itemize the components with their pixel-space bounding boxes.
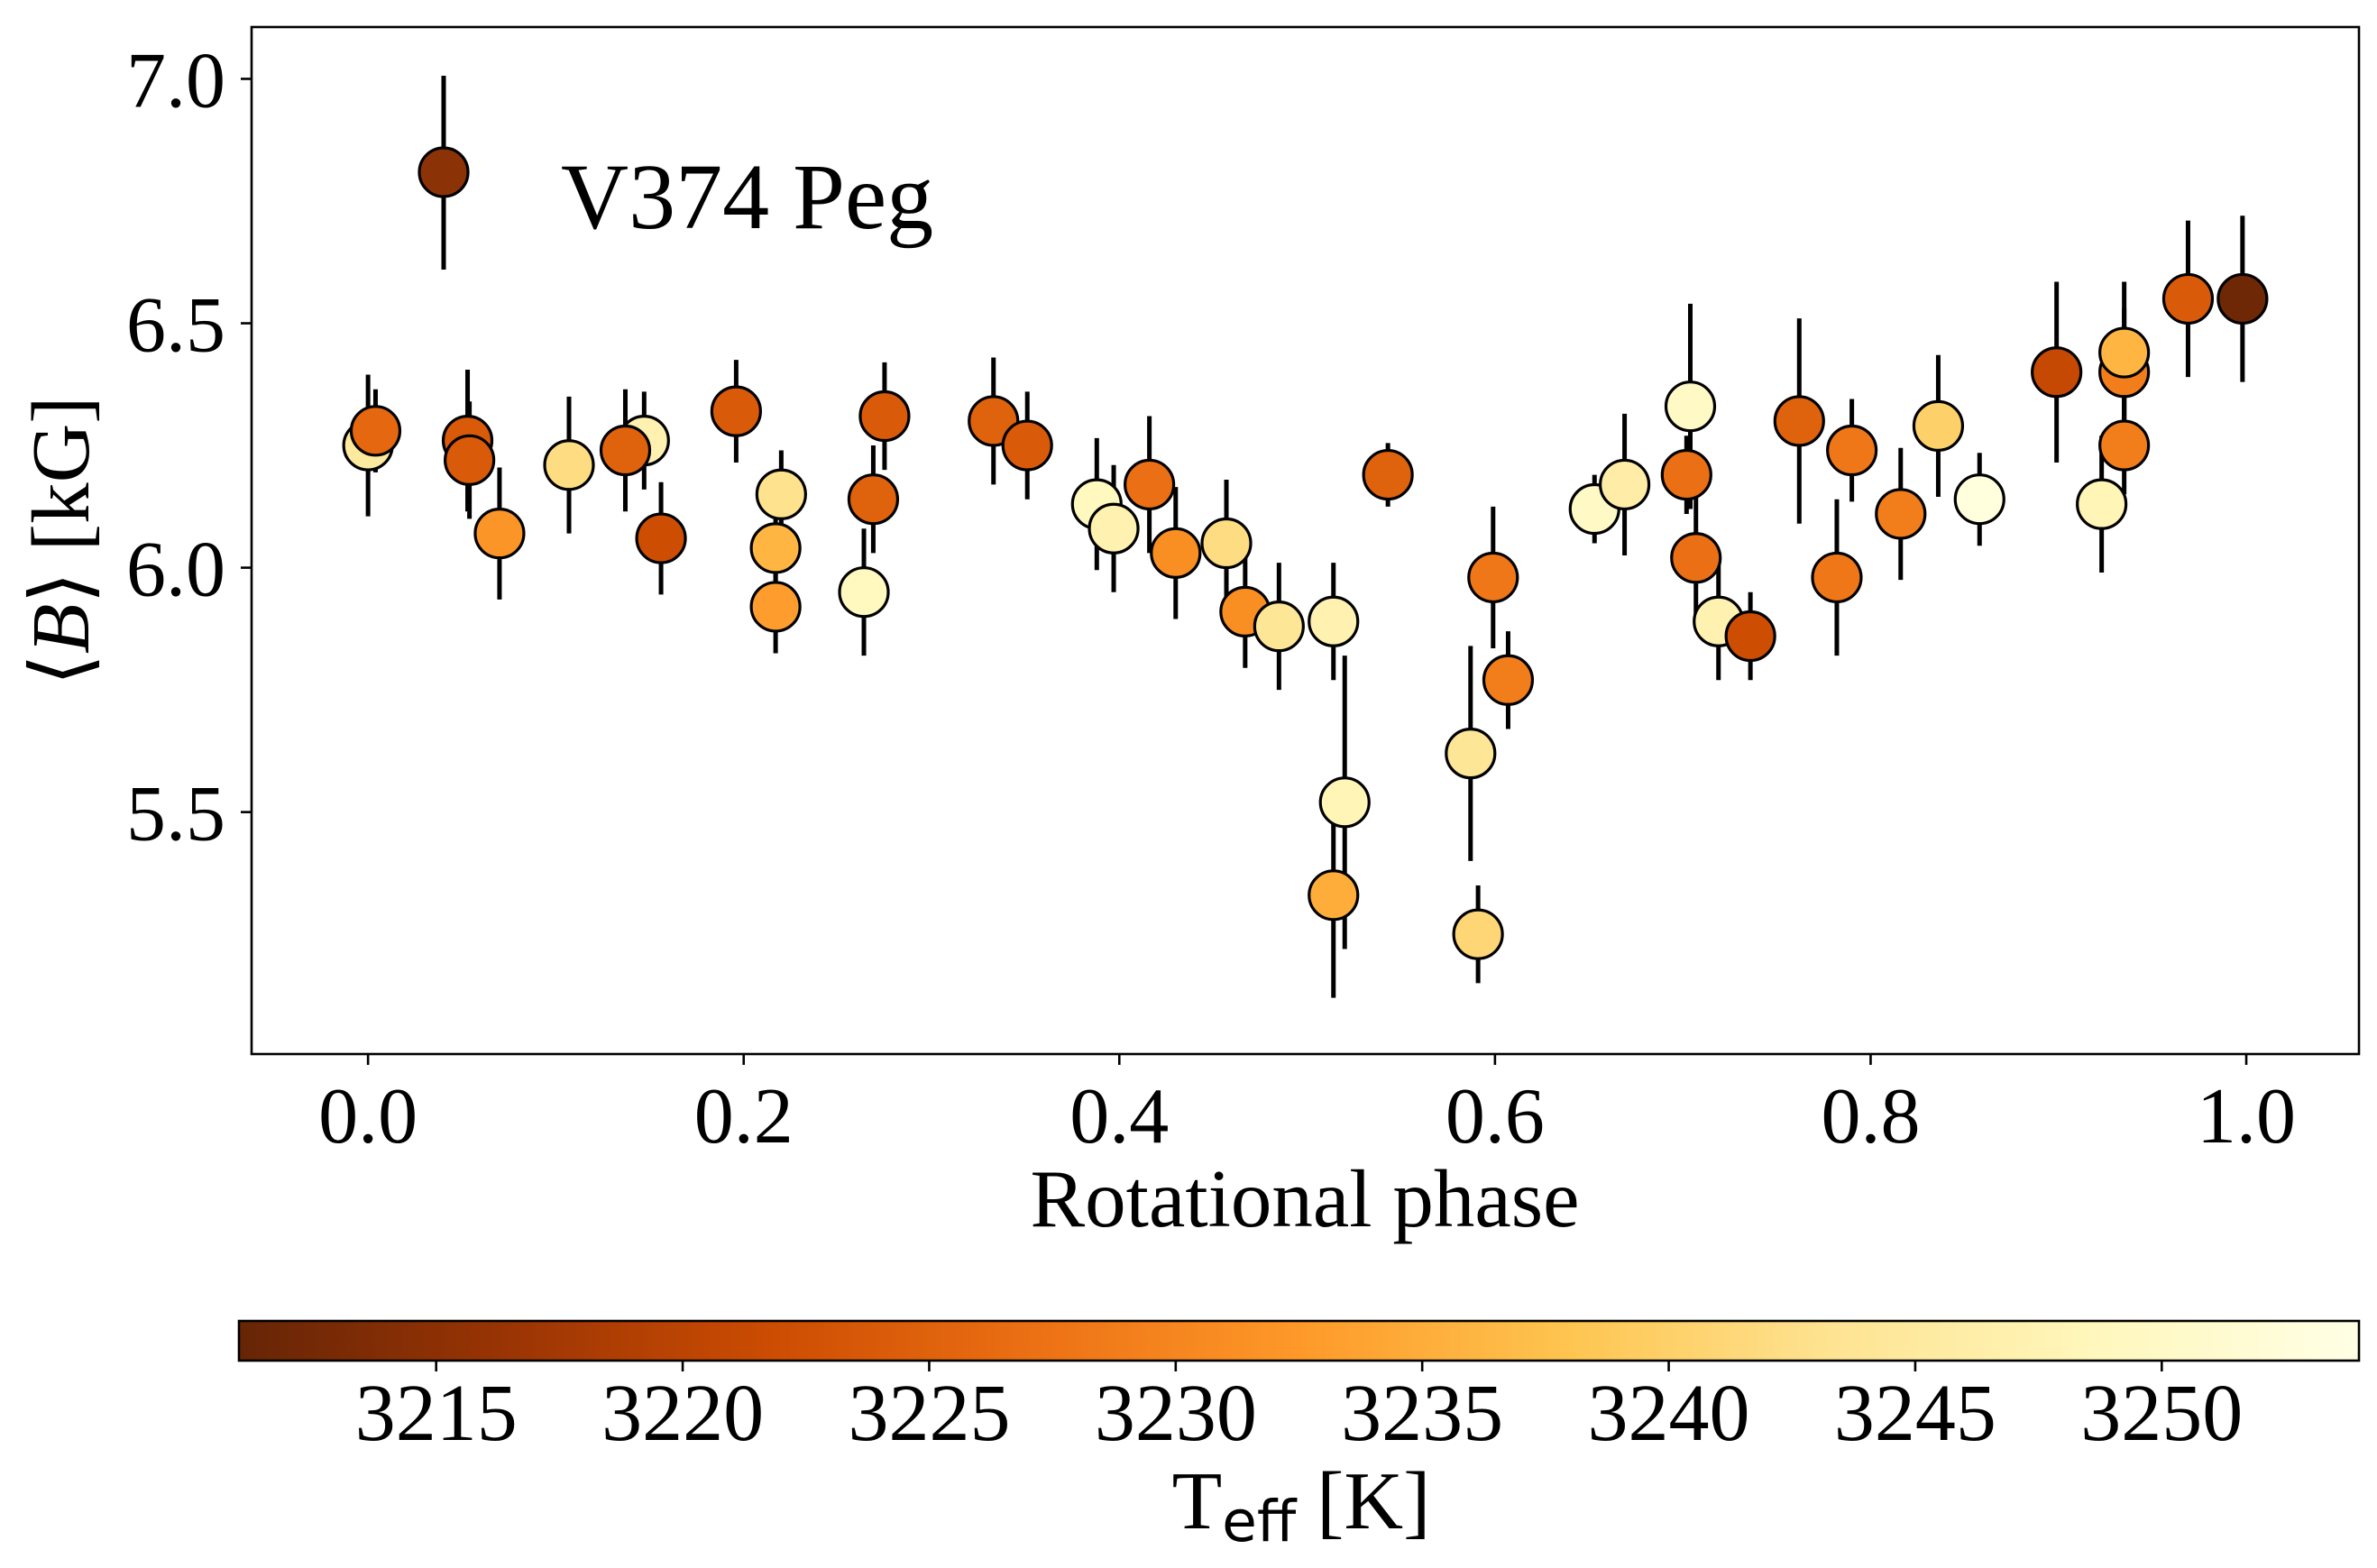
legend: V374 Peg <box>418 76 933 270</box>
data-point <box>2098 326 2151 379</box>
y-tick-label: 7.0 <box>126 37 225 124</box>
data-point <box>635 512 687 564</box>
colorbar-tick-label: 3250 <box>2080 1369 2243 1458</box>
x-tick-label: 0.6 <box>1445 1073 1545 1160</box>
colorbar-ticks: 3215 3220 3225 3230 3235 3240 3245 3250 <box>355 1361 2243 1458</box>
data-point <box>858 390 911 443</box>
data-point <box>710 385 762 437</box>
colorbar-tick-label: 3235 <box>1341 1369 1503 1458</box>
data-point <box>1253 601 1305 653</box>
data-point <box>1912 399 1965 452</box>
data-point <box>1088 502 1140 555</box>
x-tick-label: 0.4 <box>1069 1073 1169 1160</box>
data-point <box>1445 727 1497 780</box>
axes-frame <box>250 25 2361 1056</box>
data-point <box>1150 527 1202 579</box>
data-point <box>1670 532 1722 584</box>
x-axis: 0.0 0.2 0.4 0.6 0.8 1.0 <box>318 1054 2296 1160</box>
x-tick-label: 0.0 <box>318 1073 418 1160</box>
x-axis-label: Rotational phase <box>1030 1153 1579 1244</box>
data-point <box>2098 419 2151 472</box>
colorbar-tick-label: 3215 <box>355 1369 518 1458</box>
data-point <box>1826 424 1878 477</box>
data-point <box>1953 473 2005 526</box>
data-point <box>599 424 652 477</box>
colorbar-tick-label: 3220 <box>601 1369 764 1458</box>
y-axis-label-unit: ⟩ [kG] <box>15 396 106 603</box>
colorbar-gradient <box>239 1321 2359 1361</box>
data-point <box>755 468 807 520</box>
data-point <box>1773 395 1825 447</box>
legend-label: V374 Peg <box>561 145 933 249</box>
data-point <box>1200 517 1253 570</box>
data-point <box>847 473 900 526</box>
data-point <box>2076 478 2128 530</box>
data-point <box>1467 551 1519 604</box>
data-point <box>749 581 802 633</box>
y-tick-label: 6.0 <box>126 527 225 614</box>
scatter-plot: 0.0 0.2 0.4 0.6 0.8 1.0 5.5 6.0 6.5 7.0 Rotation… <box>15 25 2361 1244</box>
data-point <box>1811 551 1863 604</box>
colorbar-label-subscript: eff <box>1222 1489 1298 1554</box>
data-point <box>1664 381 1717 433</box>
data-point <box>1724 610 1776 663</box>
y-axis-label-open: ⟨ <box>15 654 106 686</box>
data-point <box>1482 654 1535 706</box>
colorbar-frame <box>237 1319 2361 1362</box>
data-point <box>838 566 890 619</box>
data-point <box>1598 458 1651 511</box>
data-point <box>543 439 595 491</box>
colorbar-tick-label: 3240 <box>1588 1369 1750 1458</box>
data-points <box>342 272 2269 960</box>
data-point <box>1318 776 1371 829</box>
y-axis: 5.5 6.0 6.5 7.0 <box>126 37 252 858</box>
data-point <box>2216 272 2269 326</box>
colorbar-label-symbol: T <box>1172 1455 1223 1546</box>
y-axis-label-variable: B <box>15 603 106 654</box>
data-point <box>2161 272 2215 326</box>
y-tick-label: 6.5 <box>126 282 225 370</box>
data-point <box>1001 419 1053 472</box>
data-point <box>1452 908 1504 960</box>
x-tick-label: 0.8 <box>1821 1073 1920 1160</box>
x-tick-label: 0.2 <box>694 1073 794 1160</box>
data-point <box>1124 458 1176 511</box>
data-point <box>473 508 526 560</box>
data-point <box>444 434 496 486</box>
colorbar-tick-label: 3230 <box>1095 1369 1257 1458</box>
data-point <box>1308 869 1360 922</box>
colorbar-label-unit: [K] <box>1296 1455 1430 1546</box>
colorbar-tick-label: 3245 <box>1834 1369 1996 1458</box>
data-point <box>2031 346 2083 399</box>
data-point <box>1308 595 1360 647</box>
colorbar-label: Teff [K] <box>1172 1455 1431 1554</box>
y-axis-label: ⟨B⟩ [kG] <box>15 396 106 685</box>
x-tick-label: 1.0 <box>2197 1073 2296 1160</box>
y-tick-label: 5.5 <box>126 771 225 858</box>
data-point <box>1875 488 1927 540</box>
legend-marker <box>418 146 470 198</box>
data-point <box>749 522 802 574</box>
data-point <box>1660 448 1712 501</box>
colorbar: 3215 3220 3225 3230 3235 3240 3245 3250 Teff [K… <box>237 1319 2361 1554</box>
colorbar-tick-label: 3225 <box>848 1369 1010 1458</box>
data-point <box>1362 448 1414 501</box>
data-point <box>349 405 402 457</box>
